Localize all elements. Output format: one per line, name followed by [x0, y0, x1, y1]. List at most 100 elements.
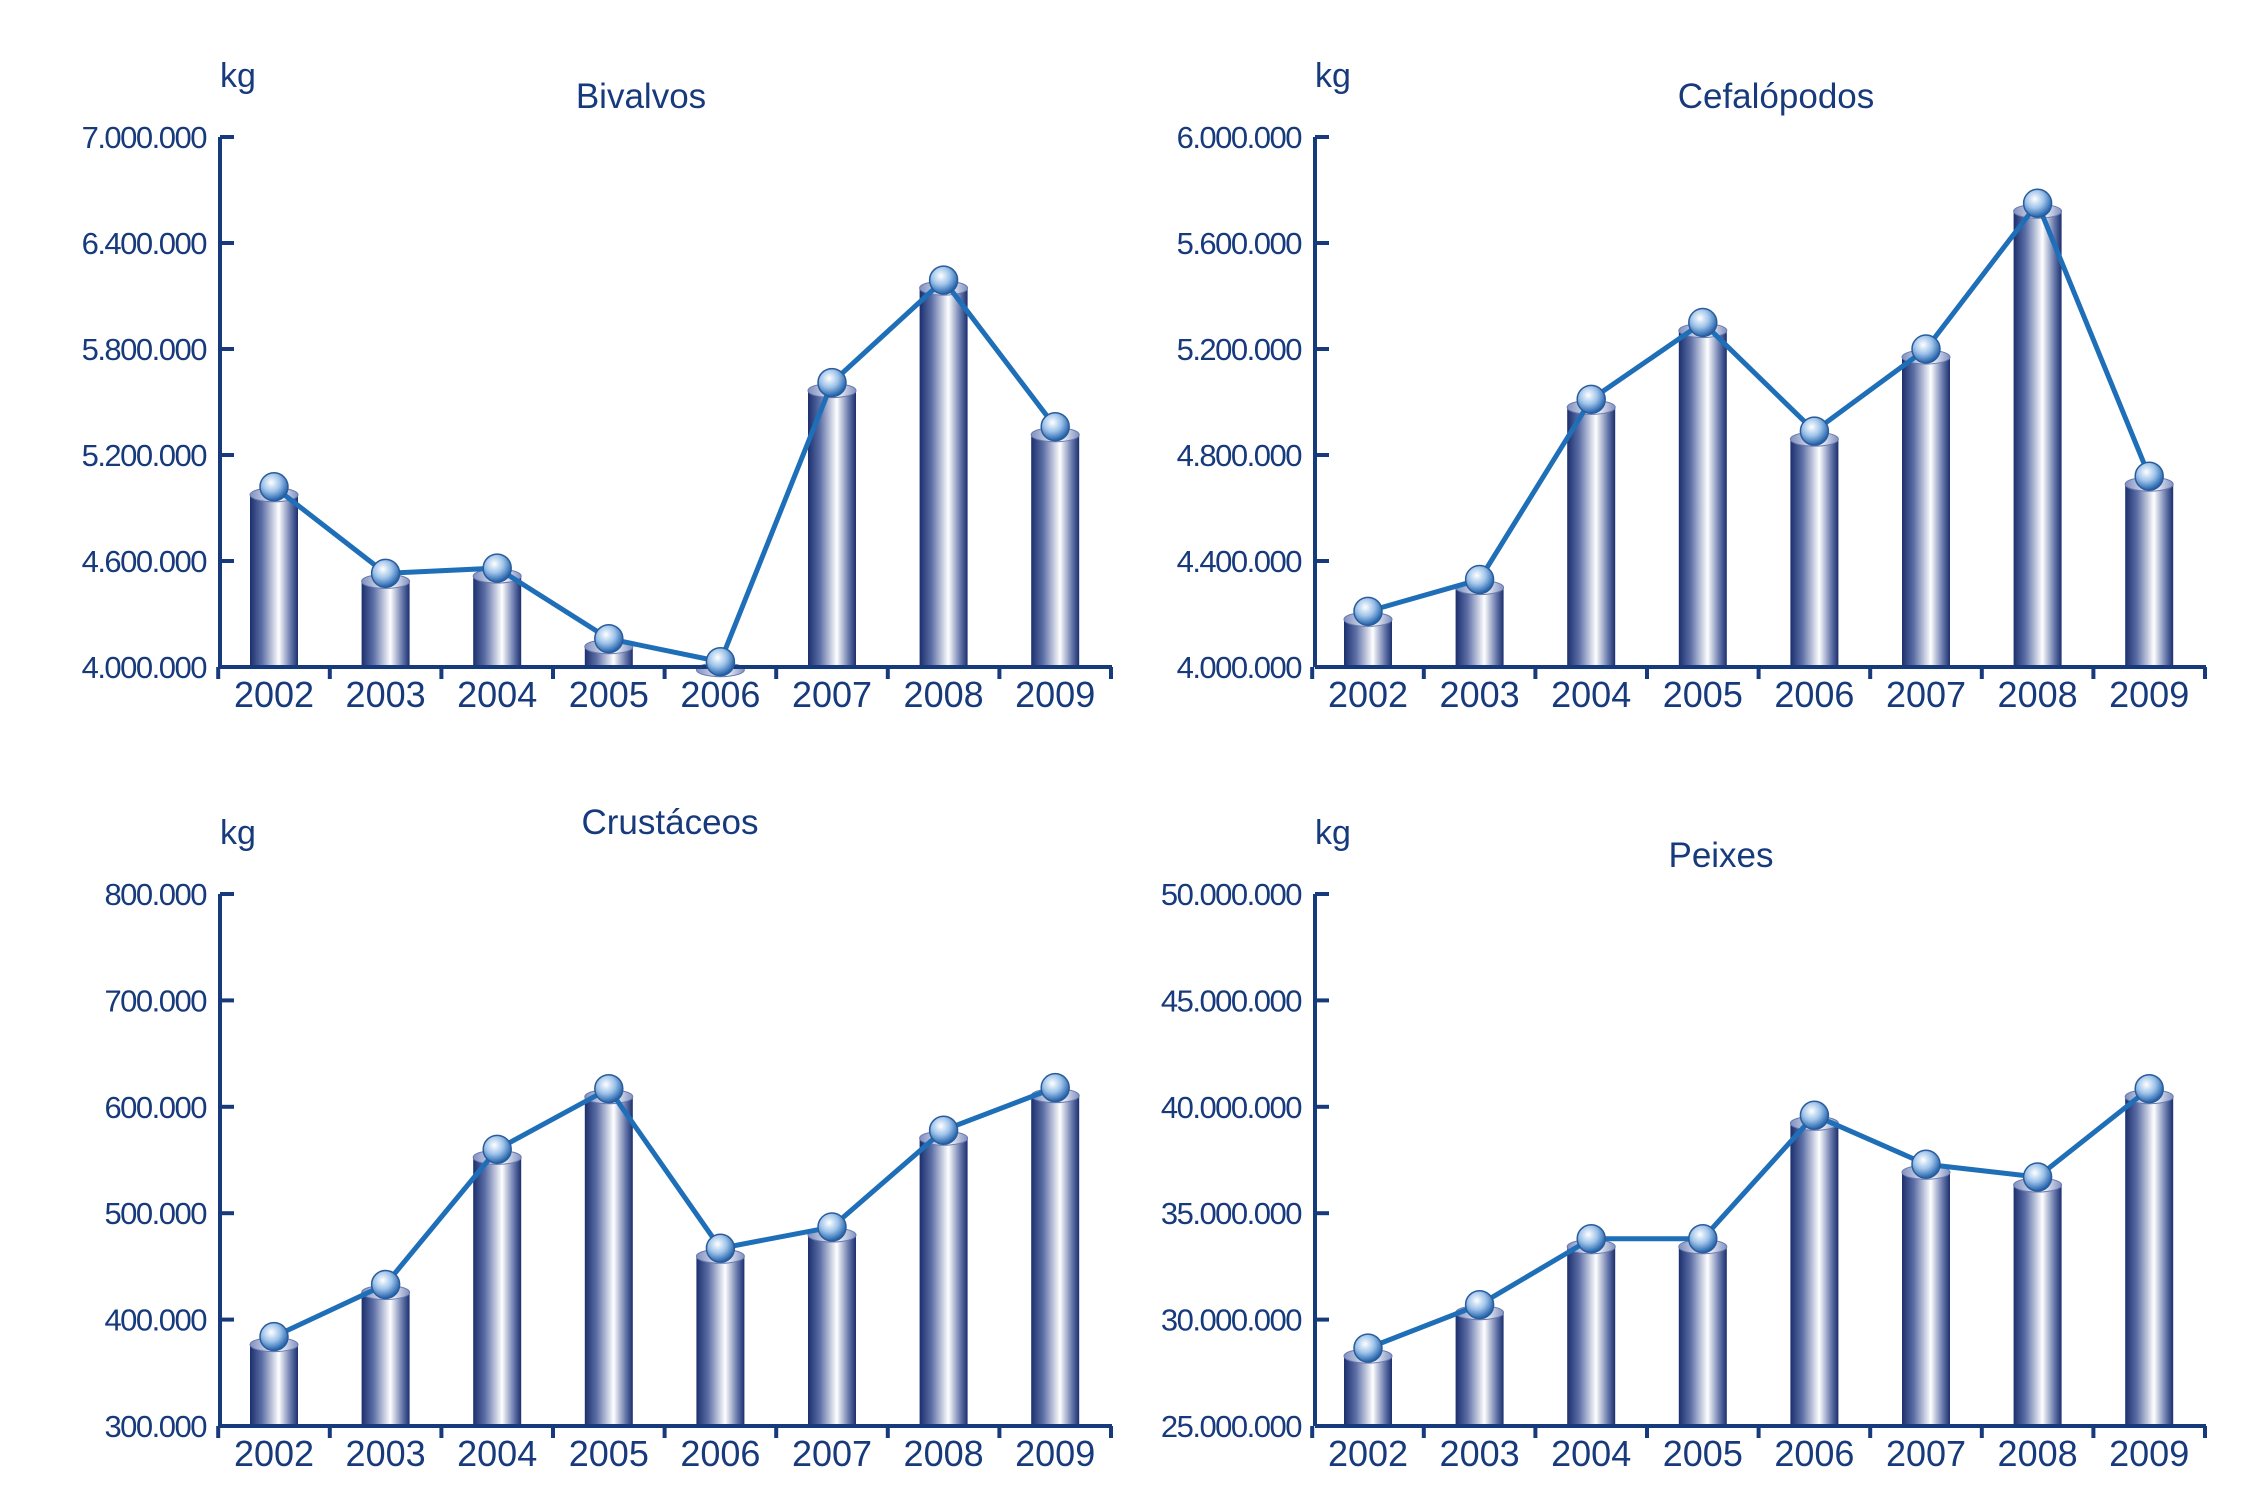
data-point	[928, 1115, 959, 1145]
series-line	[1367, 198, 2152, 614]
x-tick-label: 2003	[1440, 674, 1520, 715]
series-line	[1367, 1086, 2151, 1351]
data-point	[370, 1269, 401, 1300]
data-point	[2134, 461, 2164, 491]
data-point	[2134, 1073, 2164, 1104]
bar	[1790, 439, 1839, 667]
x-tick-label: 2004	[1551, 674, 1631, 715]
bar	[250, 494, 298, 667]
data-point	[1576, 1223, 1606, 1254]
x-tick-label: 2002	[234, 674, 314, 715]
x-tick-label: 2006	[680, 1433, 760, 1474]
y-axis-unit: kg	[1315, 814, 1351, 852]
x-tick-label: 2008	[1998, 674, 2078, 715]
bar	[1567, 407, 1616, 667]
x-tick-label: 2005	[1663, 1433, 1743, 1474]
bar	[473, 576, 522, 667]
bar	[1031, 434, 1080, 667]
y-tick-label: 5.200.000	[1177, 332, 1303, 367]
y-tick-label: 40.000.000	[1161, 1090, 1302, 1125]
x-tick-label: 2003	[346, 674, 426, 715]
bar	[2013, 211, 2062, 667]
bar	[2125, 1096, 2174, 1426]
x-tick-label: 2007	[1886, 674, 1966, 715]
y-tick-label: 50.000.000	[1161, 877, 1302, 912]
bar	[250, 1344, 298, 1426]
data-point	[482, 553, 512, 583]
x-tick-label: 2007	[792, 1433, 872, 1474]
y-tick-label: 4.400.000	[1177, 544, 1303, 579]
x-tick-label: 2005	[1663, 674, 1743, 715]
bar	[1902, 1172, 1950, 1426]
y-tick-label: 35.000.000	[1161, 1196, 1302, 1231]
y-tick-label: 6.000.000	[1177, 120, 1303, 155]
data-point	[1911, 1149, 1941, 1180]
chart-title: Peixes	[1668, 836, 1773, 875]
data-point	[1040, 411, 1070, 442]
x-tick-label: 2004	[1551, 1433, 1631, 1474]
y-tick-label: 7.000.000	[82, 120, 208, 155]
y-tick-label: 6.400.000	[82, 226, 208, 261]
data-point	[817, 1212, 847, 1242]
bar	[919, 288, 968, 667]
y-tick-label: 4.000.000	[1177, 650, 1303, 685]
y-tick-label: 4.600.000	[82, 544, 208, 579]
data-point	[1799, 1100, 1830, 1131]
data-point	[1040, 1072, 1070, 1103]
y-tick-label: 45.000.000	[1161, 983, 1302, 1018]
y-tick-label: 500.000	[104, 1196, 207, 1231]
y-tick-label: 30.000.000	[1161, 1303, 1302, 1338]
x-tick-label: 2005	[569, 674, 649, 715]
data-point	[817, 367, 847, 398]
data-point	[259, 1321, 289, 1352]
y-tick-label: 700.000	[104, 983, 207, 1018]
data-point	[1911, 334, 1941, 364]
bar	[1678, 1246, 1727, 1426]
data-point	[370, 558, 401, 589]
x-tick-label: 2003	[1440, 1433, 1520, 1474]
bar	[2125, 484, 2174, 667]
data-point	[705, 1233, 736, 1264]
chart-title: Cefalópodos	[1678, 77, 1875, 116]
x-tick-label: 2006	[1774, 674, 1854, 715]
chart-title: Crustáceos	[581, 803, 758, 842]
x-tick-label: 2009	[2109, 674, 2189, 715]
x-tick-label: 2007	[792, 674, 872, 715]
y-tick-label: 5.200.000	[82, 438, 208, 473]
bar	[808, 1235, 856, 1426]
bar	[696, 1256, 745, 1426]
x-tick-label: 2002	[1328, 674, 1408, 715]
bar	[2013, 1185, 2062, 1426]
data-point	[1464, 564, 1495, 595]
y-tick-label: 5.600.000	[1177, 226, 1303, 261]
bar	[1678, 330, 1727, 667]
x-tick-label: 2003	[346, 1433, 426, 1474]
data-point	[594, 623, 624, 654]
data-point	[2022, 188, 2053, 218]
data-point	[1353, 596, 1383, 627]
bar	[584, 1096, 633, 1426]
bar	[1455, 587, 1504, 667]
y-axis-unit: kg	[220, 814, 256, 852]
chart-title: Bivalvos	[576, 77, 706, 116]
bar	[1902, 357, 1950, 667]
x-tick-label: 2006	[1774, 1433, 1854, 1474]
data-point	[705, 646, 736, 677]
y-tick-label: 25.000.000	[1161, 1409, 1302, 1444]
y-tick-label: 600.000	[104, 1090, 207, 1125]
y-tick-label: 400.000	[104, 1303, 207, 1338]
x-tick-label: 2005	[569, 1433, 649, 1474]
x-tick-label: 2008	[904, 674, 984, 715]
bar	[1031, 1095, 1080, 1426]
data-point	[259, 472, 289, 502]
bar	[1344, 1356, 1392, 1426]
data-point	[2022, 1162, 2053, 1192]
series-line	[272, 276, 1058, 665]
x-tick-label: 2009	[1015, 1433, 1095, 1474]
data-point	[1576, 384, 1606, 415]
y-tick-label: 4.800.000	[1177, 438, 1303, 473]
y-tick-label: 5.800.000	[82, 332, 208, 367]
bar	[1455, 1312, 1504, 1426]
bar	[1790, 1123, 1839, 1426]
series-line	[272, 1085, 1057, 1339]
